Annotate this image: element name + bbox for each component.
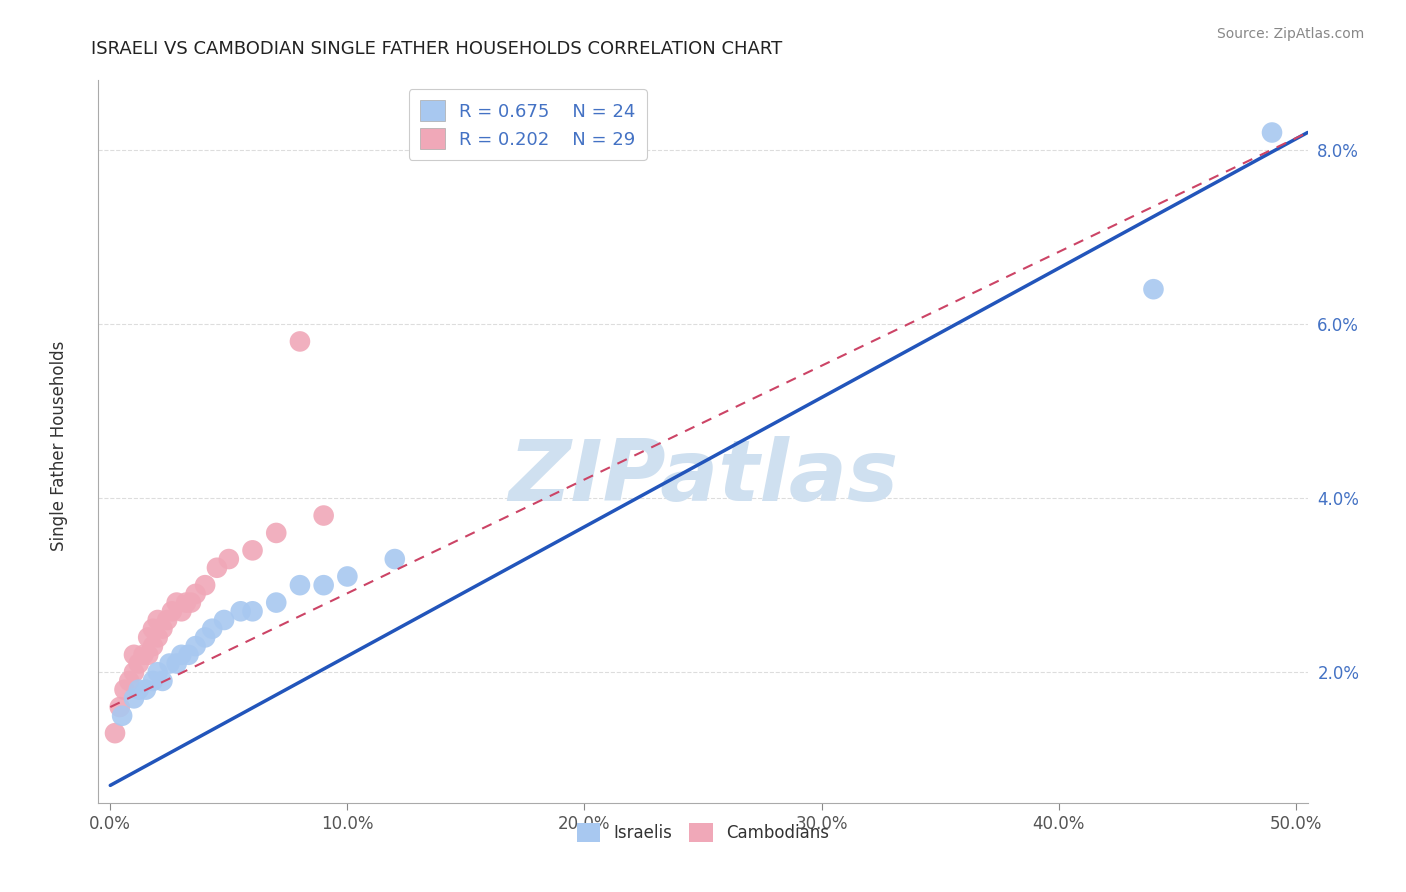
Point <box>170 604 193 618</box>
Point <box>118 673 141 688</box>
Point <box>146 631 169 645</box>
Point <box>184 587 207 601</box>
Text: Source: ZipAtlas.com: Source: ZipAtlas.com <box>1216 27 1364 41</box>
Point <box>166 596 188 610</box>
Point <box>170 648 193 662</box>
Point <box>264 525 287 540</box>
Point <box>218 552 240 566</box>
Point <box>122 648 145 662</box>
Point <box>229 604 252 618</box>
Point <box>122 691 145 706</box>
Point <box>194 578 217 592</box>
Point <box>159 657 181 671</box>
Point <box>142 639 165 653</box>
Point <box>128 682 150 697</box>
Point <box>312 578 335 592</box>
Point <box>212 613 235 627</box>
Point <box>146 613 169 627</box>
Point <box>146 665 169 680</box>
Point <box>156 613 179 627</box>
Point <box>1142 282 1164 296</box>
Point <box>242 604 264 618</box>
Point <box>174 596 197 610</box>
Point <box>111 708 134 723</box>
Point <box>136 648 159 662</box>
Point <box>135 682 157 697</box>
Point <box>166 657 188 671</box>
Point <box>104 726 127 740</box>
Point <box>1261 126 1284 140</box>
Point <box>205 561 228 575</box>
Point <box>108 700 131 714</box>
Point <box>288 334 311 349</box>
Point <box>242 543 264 558</box>
Point <box>312 508 335 523</box>
Text: ISRAELI VS CAMBODIAN SINGLE FATHER HOUSEHOLDS CORRELATION CHART: ISRAELI VS CAMBODIAN SINGLE FATHER HOUSE… <box>91 40 783 58</box>
Point <box>336 569 359 583</box>
Point <box>288 578 311 592</box>
Point <box>177 648 200 662</box>
Point <box>180 596 202 610</box>
Point <box>184 639 207 653</box>
Point <box>132 648 155 662</box>
Text: Single Father Households: Single Father Households <box>51 341 67 551</box>
Point <box>152 622 174 636</box>
Point <box>264 596 287 610</box>
Point <box>114 682 136 697</box>
Point <box>136 631 159 645</box>
Point <box>384 552 406 566</box>
Point <box>142 673 165 688</box>
Point <box>128 657 150 671</box>
Text: ZIPatlas: ZIPatlas <box>508 436 898 519</box>
Legend: Israelis, Cambodians: Israelis, Cambodians <box>571 816 835 848</box>
Point <box>194 631 217 645</box>
Point <box>201 622 224 636</box>
Point <box>122 665 145 680</box>
Point <box>160 604 183 618</box>
Point <box>142 622 165 636</box>
Point <box>152 673 174 688</box>
